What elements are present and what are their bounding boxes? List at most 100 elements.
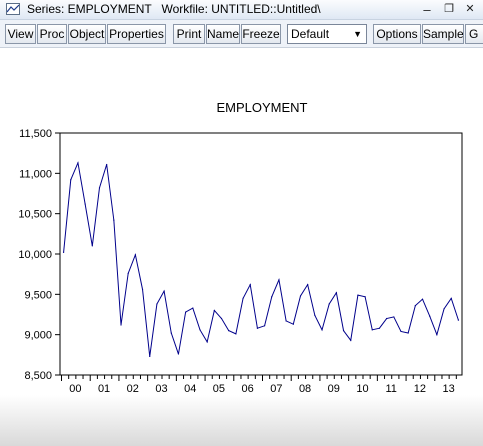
- toolbar: View Proc Object Properties Print Name F…: [0, 20, 483, 48]
- data-point: [249, 284, 251, 286]
- data-point: [443, 308, 445, 310]
- x-tick-label: 05: [213, 383, 225, 395]
- data-point: [386, 317, 388, 320]
- data-point: [149, 355, 151, 358]
- data-point: [350, 339, 352, 341]
- x-tick-label: 02: [127, 383, 139, 395]
- data-point: [378, 327, 381, 329]
- series-group: [62, 161, 460, 358]
- data-point: [141, 288, 144, 291]
- object-button[interactable]: Object: [68, 24, 106, 44]
- data-point: [285, 320, 287, 322]
- data-point: [271, 296, 273, 298]
- data-point: [235, 333, 237, 335]
- x-tick-label: 09: [328, 383, 340, 395]
- close-icon[interactable]: ✕: [465, 3, 475, 15]
- employment-series-line: [63, 161, 459, 357]
- x-tick-label: 11: [386, 383, 397, 395]
- data-point: [400, 330, 402, 333]
- graph-type-dropdown[interactable]: Default ▼: [287, 24, 367, 44]
- data-point: [98, 187, 101, 189]
- data-point: [364, 296, 366, 298]
- options-button[interactable]: Options: [373, 24, 421, 44]
- data-point: [77, 162, 79, 164]
- title-bar[interactable]: Series: EMPLOYMENT Workfile: UNTITLED::U…: [0, 0, 483, 20]
- data-point: [357, 294, 359, 296]
- series-graph-icon: [6, 3, 20, 15]
- data-point: [256, 327, 259, 329]
- y-tick-label: 9,500: [24, 289, 52, 301]
- y-tick-label: 10,500: [18, 209, 52, 221]
- data-point: [170, 332, 172, 334]
- data-point: [134, 254, 136, 256]
- data-point: [199, 329, 201, 331]
- print-button[interactable]: Print: [173, 24, 205, 44]
- data-point: [163, 290, 165, 292]
- data-point: [113, 219, 115, 221]
- y-tick-label: 11,500: [19, 128, 52, 140]
- genr-button-partial[interactable]: G: [465, 24, 483, 44]
- data-point: [450, 297, 452, 299]
- data-point: [213, 309, 215, 312]
- data-point: [91, 245, 93, 247]
- x-tick-label: 04: [184, 383, 196, 395]
- data-point: [278, 279, 280, 281]
- data-point: [414, 305, 416, 307]
- line-chart: EMPLOYMENT 8,500 9,000 9,500 10,000 10,500 11…: [18, 100, 463, 395]
- plot-frame: [59, 132, 463, 376]
- data-point: [242, 297, 244, 299]
- x-axis: 00 01 02 03 04 05 06 07 08 09 10 11 12 13: [61, 375, 457, 395]
- data-point: [84, 203, 86, 205]
- x-tick-label: 06: [242, 383, 254, 395]
- data-point: [292, 323, 294, 325]
- x-tick-label: 07: [270, 383, 282, 395]
- data-point: [206, 341, 208, 343]
- data-point: [307, 284, 309, 286]
- sample-button[interactable]: Sample: [422, 24, 464, 44]
- data-point: [192, 307, 194, 309]
- data-point: [127, 272, 129, 274]
- view-button[interactable]: View: [5, 24, 36, 44]
- data-point: [120, 324, 122, 326]
- properties-button[interactable]: Properties: [107, 24, 166, 44]
- data-point: [328, 303, 330, 305]
- data-point: [263, 325, 266, 327]
- data-point: [314, 314, 316, 316]
- data-point: [177, 353, 180, 355]
- x-tick-label: 01: [98, 383, 110, 395]
- x-tick-label: 08: [299, 383, 311, 395]
- data-point: [220, 317, 223, 320]
- data-point: [321, 329, 323, 331]
- y-tick-label: 11,000: [19, 168, 52, 180]
- data-point: [429, 315, 431, 317]
- minimize-icon[interactable]: –: [423, 2, 431, 17]
- data-point: [185, 311, 187, 313]
- data-point: [436, 334, 438, 336]
- x-tick-label: 10: [356, 383, 368, 395]
- x-tick-label: 00: [69, 383, 81, 395]
- dropdown-arrow-icon: ▼: [353, 29, 362, 39]
- y-tick-label: 8,500: [24, 370, 52, 382]
- proc-button[interactable]: Proc: [37, 24, 67, 44]
- data-point: [342, 330, 345, 332]
- data-point: [421, 298, 424, 300]
- data-point: [228, 330, 230, 332]
- window-title: Series: EMPLOYMENT Workfile: UNTITLED::U…: [27, 2, 321, 16]
- graph-area: EMPLOYMENT 8,500 9,000 9,500 10,000 10,500 11…: [0, 49, 483, 446]
- data-point: [299, 295, 302, 297]
- data-point: [407, 332, 409, 334]
- data-point: [371, 329, 373, 331]
- data-point: [393, 316, 395, 318]
- y-tick-label: 10,000: [18, 249, 52, 261]
- data-point: [335, 292, 337, 294]
- x-tick-label: 03: [155, 383, 167, 395]
- dropdown-value: Default: [291, 27, 330, 41]
- x-tick-label: 12: [414, 383, 426, 395]
- name-button[interactable]: Name: [206, 24, 240, 44]
- freeze-button[interactable]: Freeze: [241, 24, 281, 44]
- restore-icon[interactable]: ❐: [444, 3, 454, 15]
- data-point: [156, 303, 158, 305]
- data-point: [62, 251, 65, 253]
- chart-title: EMPLOYMENT: [216, 100, 307, 115]
